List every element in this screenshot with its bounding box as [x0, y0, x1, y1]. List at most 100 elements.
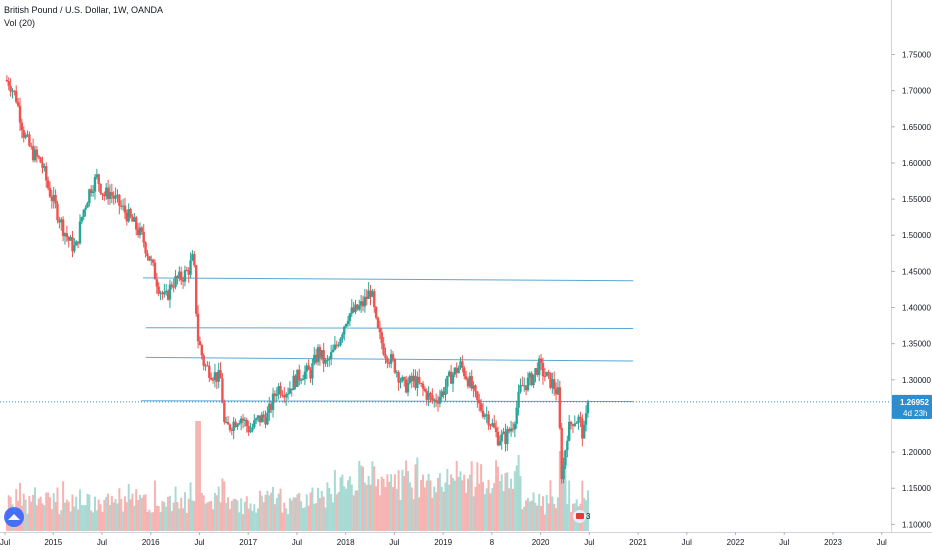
volume-bar	[225, 502, 228, 531]
candle-body	[425, 390, 428, 400]
candle-body	[69, 237, 72, 241]
candle-body	[196, 313, 200, 342]
candle-body	[395, 372, 398, 374]
volume-bar	[292, 497, 295, 531]
volume-bar	[50, 509, 53, 531]
volume-bar	[408, 482, 411, 531]
candle-body	[95, 174, 99, 178]
time-tick-label: 2016	[142, 538, 160, 547]
support-resistance-line[interactable]	[142, 277, 634, 282]
volume-bar	[382, 478, 385, 531]
candle-body	[84, 207, 87, 210]
candle-body	[363, 296, 367, 307]
volume-bar	[108, 504, 111, 531]
price-tick-label: 1.10000	[902, 520, 931, 529]
candle-body	[93, 177, 97, 192]
volume-bar	[309, 492, 312, 531]
candle-body	[281, 394, 284, 396]
volume-bar	[92, 512, 95, 531]
candle-body	[358, 305, 361, 310]
volume-bar	[285, 508, 288, 531]
volume-bar	[320, 490, 323, 531]
volume-bar	[365, 484, 368, 531]
candle-body	[331, 349, 335, 353]
volume-bar	[481, 481, 484, 531]
candle-body	[376, 317, 380, 328]
candle-body	[515, 407, 518, 424]
volume-bar	[416, 457, 419, 531]
candle-body	[421, 383, 425, 389]
candle-body	[354, 304, 357, 312]
candle-body	[573, 423, 577, 426]
candle-body	[448, 371, 451, 376]
candle-body	[67, 236, 70, 241]
volume-bar	[399, 500, 402, 531]
volume-bar	[182, 508, 185, 531]
volume-bar	[84, 505, 87, 531]
volume-bar	[585, 500, 588, 531]
volume-bar	[427, 473, 430, 531]
volume-bar	[558, 451, 561, 531]
candle-body	[343, 326, 346, 335]
volume-bar	[536, 505, 539, 531]
volume-bar	[247, 508, 250, 531]
volume-bar	[545, 494, 548, 531]
time-tick-label: Jul	[0, 538, 10, 547]
volume-bar	[67, 501, 70, 531]
candle-body	[472, 385, 475, 389]
volume-bar	[358, 461, 361, 531]
volume-bar	[288, 498, 291, 531]
candle-body	[303, 371, 307, 380]
candle-body	[48, 188, 52, 197]
volume-bar	[95, 510, 98, 531]
candle-body	[564, 450, 567, 466]
volume-bar	[491, 488, 494, 531]
volume-bar	[423, 487, 426, 531]
volume-bar	[335, 494, 338, 531]
volume-bar	[465, 492, 468, 531]
volume-bar	[63, 502, 66, 531]
bar-countdown-label: 4d 23h	[903, 409, 927, 418]
time-tick-label: Jul	[389, 538, 399, 547]
candle-body	[314, 354, 318, 363]
candle-body	[80, 217, 84, 222]
candle-body	[446, 375, 449, 387]
volume-bar	[564, 451, 567, 531]
candle-body	[496, 432, 500, 446]
volume-bar	[444, 482, 447, 531]
candle-body	[371, 291, 374, 297]
price-tick-label: 1.50000	[902, 231, 931, 240]
volume-indicator-label[interactable]: Vol (20)	[4, 18, 36, 28]
candle-body	[16, 102, 20, 106]
candle-body	[256, 415, 260, 419]
volume-bar	[228, 509, 231, 531]
candle-body	[148, 256, 151, 261]
candle-body	[99, 183, 102, 194]
volume-bar	[153, 480, 156, 531]
support-resistance-line[interactable]	[145, 356, 634, 362]
tradingview-logo-icon[interactable]	[4, 507, 24, 527]
support-resistance-line[interactable]	[145, 327, 634, 329]
candle-body	[582, 424, 586, 439]
candle-body	[386, 358, 389, 363]
candle-body	[464, 376, 468, 380]
volume-bar	[510, 478, 513, 531]
volume-bar	[566, 504, 569, 531]
candle-body	[449, 371, 453, 384]
volume-bar	[298, 492, 301, 531]
candle-body	[181, 280, 185, 282]
candle-body	[208, 365, 211, 378]
candle-body	[459, 361, 462, 368]
time-tick-label: 2018	[337, 538, 355, 547]
candle-body	[313, 354, 316, 364]
candle-body	[88, 189, 91, 204]
symbol-title[interactable]: British Pound / U.S. Dollar, 1W, OANDA	[4, 5, 164, 15]
candle-body	[427, 392, 430, 400]
volume-bar	[174, 486, 177, 531]
candle-body	[253, 420, 256, 428]
volume-bar	[238, 512, 241, 531]
volume-bar	[110, 496, 113, 531]
volume-bar	[463, 474, 466, 531]
candle-body	[309, 369, 312, 379]
